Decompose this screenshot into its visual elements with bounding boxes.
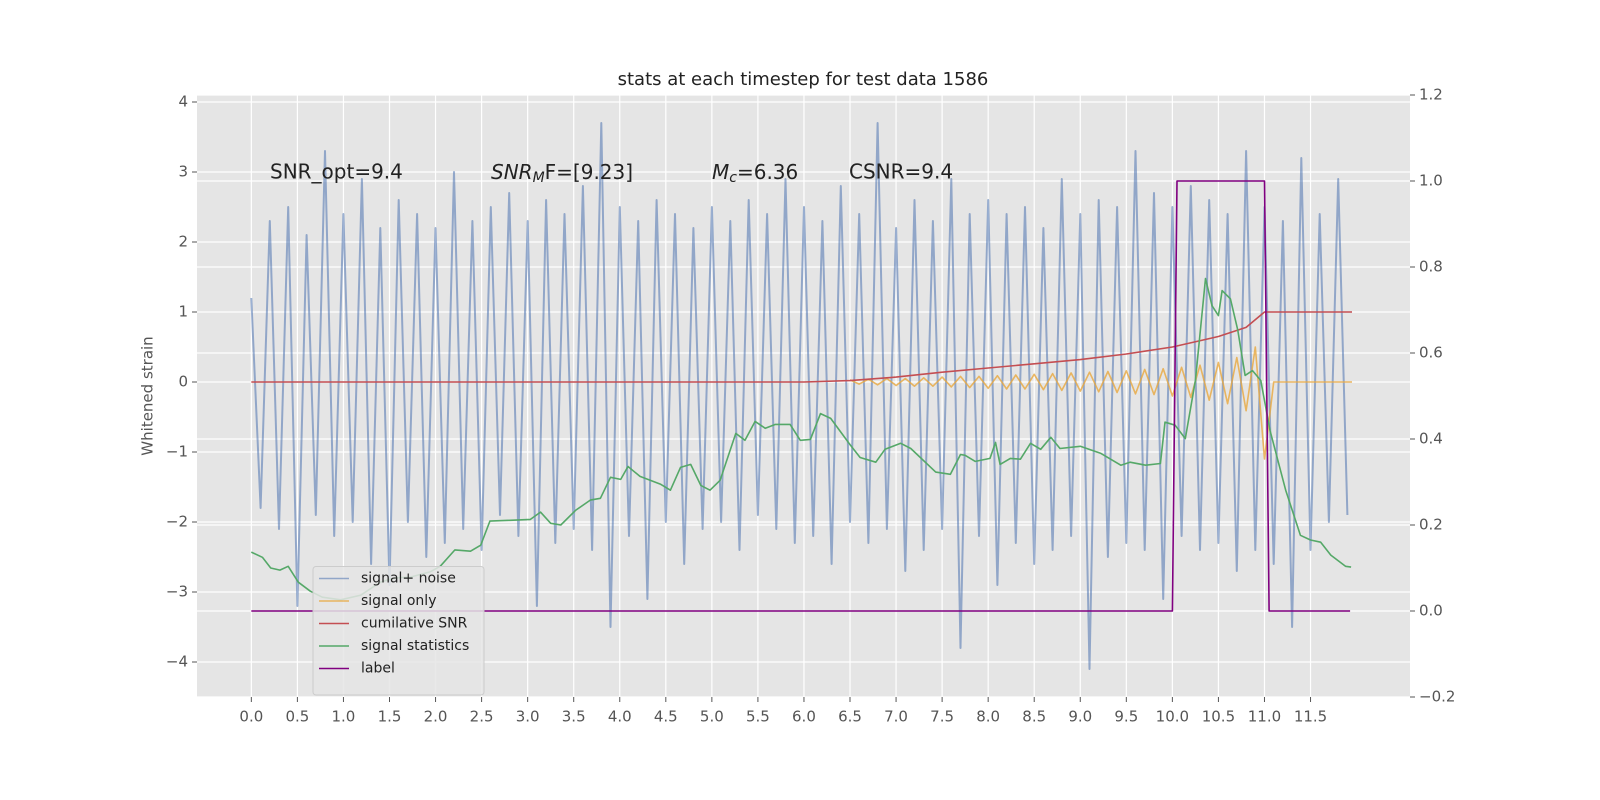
annotation: Mc=6.36 xyxy=(712,160,798,187)
chart-title: stats at each timestep for test data 158… xyxy=(618,69,989,90)
axes: 0.0 0.5 1.0 1.5 2.0 2.5 3.0 3.5 4.0 4.5 5.0 5.5 6.0 6… xyxy=(166,86,1456,726)
legend: signal+ noise signal only cumilative SNR si… xyxy=(312,566,485,696)
x-tick-label: 1.0 xyxy=(332,708,356,726)
y2-tick-label: 0.4 xyxy=(1419,430,1443,448)
annotation-part: M xyxy=(712,160,729,184)
annotation-part: c xyxy=(729,170,737,186)
x-tick-label: 5.0 xyxy=(700,708,724,726)
legend-label: signal only xyxy=(361,593,436,609)
y2-tick-label: 1.0 xyxy=(1419,172,1443,190)
x-tick-label: 8.5 xyxy=(1022,708,1046,726)
legend-label: label xyxy=(361,661,395,677)
grid xyxy=(197,94,1410,698)
x-tick-label: 2.0 xyxy=(424,708,448,726)
y-tick-label: −2 xyxy=(166,513,188,531)
series-line xyxy=(251,180,1351,612)
legend-label: cumilative SNR xyxy=(361,616,468,632)
x-tick-label: 2.5 xyxy=(470,708,494,726)
series-line xyxy=(250,122,1349,670)
y2-tick-label: −0.2 xyxy=(1419,688,1455,706)
annotation: SNR_opt=9.4 xyxy=(270,160,403,184)
y-tick-label: −3 xyxy=(166,583,188,601)
x-tick-label: 4.0 xyxy=(608,708,632,726)
annotation-part: =6.36 xyxy=(737,160,798,184)
x-tick-label: 9.5 xyxy=(1114,708,1138,726)
y2-tick-label: 0.2 xyxy=(1419,516,1443,534)
x-tick-label: 10.0 xyxy=(1156,708,1189,726)
y-tick-label: −4 xyxy=(166,653,188,671)
x-tick-label: 11.5 xyxy=(1294,708,1327,726)
y-tick-label: −1 xyxy=(166,443,188,461)
y2-tick-label: 0.6 xyxy=(1419,344,1443,362)
annotation-part: SNR xyxy=(491,160,533,184)
y2-tick-label: 1.2 xyxy=(1419,86,1443,104)
annotation-part: F=[9.23] xyxy=(545,160,633,184)
x-tick-label: 3.5 xyxy=(562,708,586,726)
y-tick-label: 1 xyxy=(178,303,188,321)
x-tick-label: 0.5 xyxy=(285,708,309,726)
x-tick-label: 11.0 xyxy=(1248,708,1281,726)
x-tick-label: 4.5 xyxy=(654,708,678,726)
x-tick-label: 9.0 xyxy=(1068,708,1092,726)
x-tick-label: 1.5 xyxy=(378,708,402,726)
marks xyxy=(250,122,1352,670)
annotation-part: M xyxy=(533,170,545,186)
y-axis-label: Whitened strain xyxy=(139,336,157,455)
annotation: CSNR=9.4 xyxy=(849,160,953,184)
x-tick-label: 6.0 xyxy=(792,708,816,726)
x-tick-label: 10.5 xyxy=(1202,708,1235,726)
legend-label: signal statistics xyxy=(361,638,469,654)
legend-box xyxy=(312,566,485,696)
series-line xyxy=(250,277,1352,601)
series-line xyxy=(251,311,1352,383)
x-tick-label: 8.0 xyxy=(976,708,1000,726)
series-line xyxy=(849,346,1352,460)
annotation: SNRMF=[9.23] xyxy=(491,160,633,187)
legend-label: signal+ noise xyxy=(361,571,456,587)
x-tick-label: 7.0 xyxy=(884,708,908,726)
y-tick-label: 0 xyxy=(178,373,188,391)
y-tick-label: 3 xyxy=(178,163,188,181)
y-tick-label: 2 xyxy=(178,233,188,251)
x-tick-label: 6.5 xyxy=(838,708,862,726)
x-tick-label: 3.0 xyxy=(516,708,540,726)
y-tick-label: 4 xyxy=(178,93,188,111)
y2-tick-label: 0.0 xyxy=(1419,602,1443,620)
x-tick-label: 7.5 xyxy=(930,708,954,726)
x-tick-label: 5.5 xyxy=(746,708,770,726)
x-tick-label: 0.0 xyxy=(239,708,263,726)
y2-tick-label: 0.8 xyxy=(1419,258,1443,276)
